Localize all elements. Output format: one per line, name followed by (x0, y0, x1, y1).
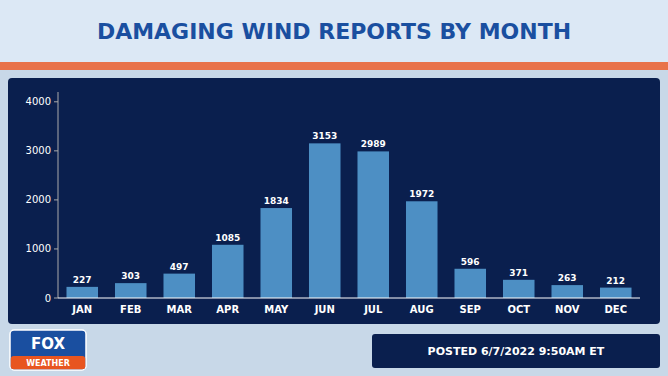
data-label: 1834 (264, 196, 289, 206)
logo-subtext: WEATHER (26, 359, 70, 368)
y-axis-line (58, 92, 59, 298)
data-label: 227 (73, 275, 92, 285)
x-tick-label: OCT (507, 304, 530, 315)
chart: DAMAGING WIND REPORTS BY MONTH 0 1000 2000 3… (0, 0, 668, 376)
bar (115, 283, 147, 298)
x-tick-label: DEC (605, 304, 627, 315)
y-tick-label: 0 (45, 293, 51, 304)
x-tick-label: AUG (410, 304, 434, 315)
y-tick-label: 2000 (26, 194, 51, 205)
bar (66, 287, 98, 298)
y-tick (54, 150, 58, 151)
y-tick-label: 1000 (26, 243, 51, 254)
bar (600, 288, 632, 298)
data-label: 497 (170, 262, 189, 272)
bar (454, 269, 486, 298)
data-label: 263 (558, 273, 577, 283)
title-band (0, 0, 668, 62)
title: DAMAGING WIND REPORTS BY MONTH (97, 19, 571, 44)
data-label: 2989 (361, 139, 386, 149)
logo-box (10, 330, 86, 370)
data-label: 1085 (215, 233, 240, 243)
x-tick-label: JUN (314, 304, 335, 315)
x-tick-label: APR (216, 304, 239, 315)
data-label: 3153 (312, 131, 337, 141)
logo-strip (11, 356, 86, 369)
posted-box (372, 334, 660, 368)
posted-text: POSTED 6/7/2022 9:50AM ET (428, 345, 605, 358)
bar (503, 280, 535, 298)
bars (66, 143, 631, 298)
chart-panel (8, 78, 660, 324)
bar (551, 285, 583, 298)
logo-text: FOX (31, 335, 65, 353)
data-label: 212 (606, 276, 625, 286)
accent-bar (0, 62, 668, 70)
bar (406, 201, 438, 298)
x-tick-label: JUL (363, 304, 383, 315)
x-tick-label: MAY (264, 304, 289, 315)
chart-container: DAMAGING WIND REPORTS BY MONTH 0 1000 2000 3… (0, 0, 668, 376)
x-axis-line (58, 298, 640, 299)
background (0, 0, 668, 376)
x-tick-label: FEB (120, 304, 141, 315)
bar (260, 208, 292, 298)
data-label: 303 (121, 271, 140, 281)
y-tick (54, 248, 58, 249)
x-tick-label: SEP (460, 304, 481, 315)
data-label: 371 (509, 268, 528, 278)
y-tick-label: 3000 (26, 145, 51, 156)
y-tick (54, 298, 58, 299)
bar (163, 274, 195, 298)
data-label: 596 (461, 257, 480, 267)
bar (212, 245, 244, 298)
bar (357, 151, 389, 298)
bar (309, 143, 341, 298)
data-label: 1972 (409, 189, 434, 199)
x-tick-label: JAN (71, 304, 92, 315)
x-tick-label: NOV (555, 304, 580, 315)
y-tick (54, 101, 58, 102)
y-tick-label: 4000 (26, 96, 51, 107)
x-tick-label: MAR (167, 304, 193, 315)
y-tick (54, 199, 58, 200)
